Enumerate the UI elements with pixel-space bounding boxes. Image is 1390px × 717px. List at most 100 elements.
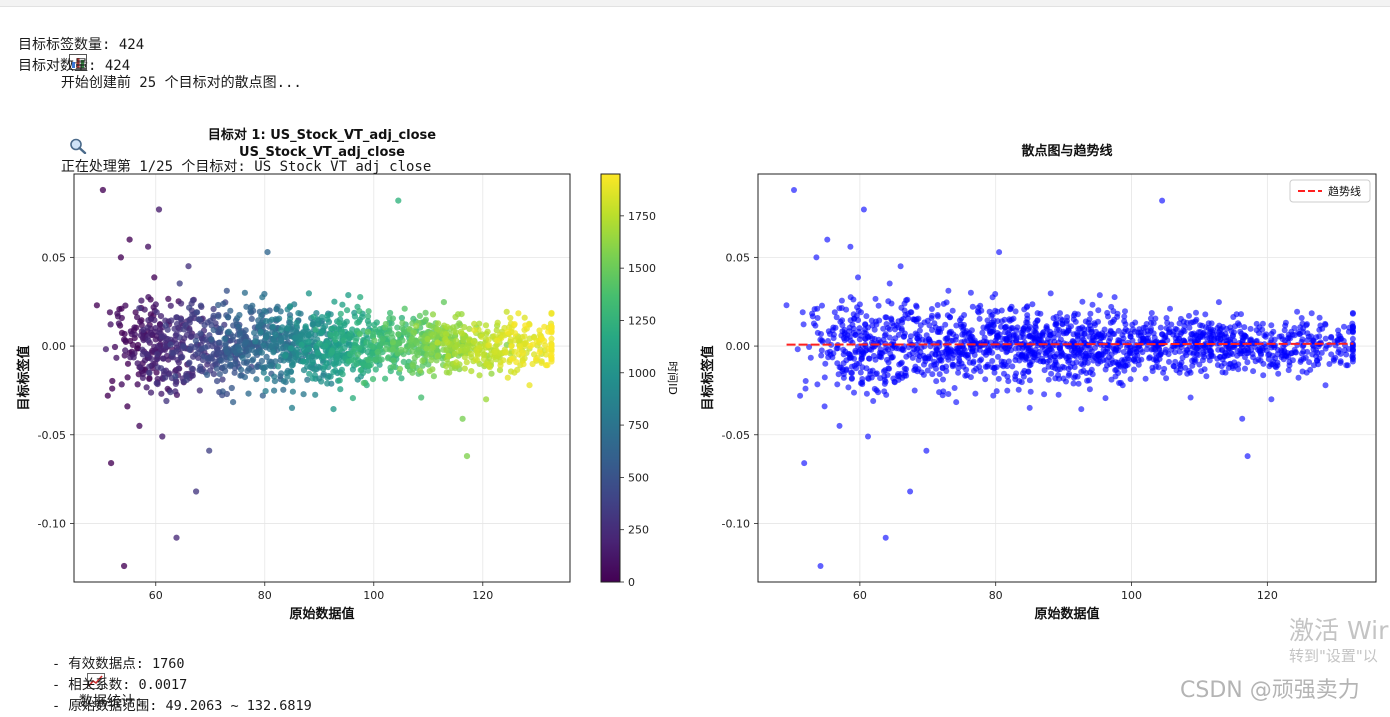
right-data-point [929, 371, 936, 378]
magnifier-icon [35, 118, 86, 155]
right-data-point [841, 326, 848, 333]
right-data-point [916, 353, 923, 360]
left-data-point [104, 392, 111, 399]
right-data-point [960, 324, 967, 330]
right-data-point [1293, 349, 1300, 356]
left-data-point [263, 318, 270, 325]
left-data-point [461, 324, 468, 331]
right-data-point [1231, 329, 1237, 336]
right-data-point [1122, 321, 1129, 328]
right-data-point [1274, 359, 1281, 366]
right-data-point [814, 315, 821, 321]
left-data-point [434, 339, 441, 346]
right-data-point [1108, 376, 1115, 383]
right-data-point [897, 263, 904, 270]
right-data-point [818, 352, 825, 359]
left-data-point [258, 357, 265, 365]
left-y-tick-label: -0.05 [38, 429, 66, 442]
left-data-point [360, 379, 367, 387]
right-data-point [988, 312, 995, 319]
right-data-point [1304, 330, 1311, 337]
left-data-point [476, 320, 483, 327]
right-data-point [858, 351, 865, 358]
colorbar-tick-label: 500 [628, 471, 649, 484]
right-data-point [898, 359, 905, 366]
right-data-point [868, 374, 875, 381]
right-data-point [901, 365, 908, 372]
right-data-point [992, 307, 999, 314]
right-data-point [858, 380, 864, 387]
left-data-point [141, 306, 148, 313]
right-data-point [1249, 351, 1256, 357]
left-data-point [208, 336, 215, 343]
right-data-point [1019, 330, 1026, 337]
left-data-point [134, 345, 141, 352]
left-data-point [413, 323, 420, 330]
left-data-point [231, 369, 238, 376]
left-data-point [389, 346, 396, 353]
left-data-point [249, 302, 256, 309]
left-data-point [109, 377, 116, 385]
left-data-point [364, 313, 372, 320]
right-data-point [1230, 314, 1237, 320]
stats-range: - 原始数据范围: 49.2063 ~ 132.6819 [52, 698, 312, 714]
left-data-point [129, 341, 136, 348]
left-data-point [157, 313, 165, 320]
right-data-point [847, 294, 854, 301]
left-data-point [309, 359, 316, 366]
left-data-point [111, 343, 119, 351]
right-data-point [822, 360, 829, 367]
right-data-point [1004, 387, 1011, 394]
right-data-point [936, 371, 943, 378]
right-data-point [1059, 363, 1066, 370]
stats-header-text: 数据统计: [78, 694, 144, 710]
left-data-point [258, 349, 265, 356]
right-data-point [1107, 319, 1114, 326]
right-data-point [948, 328, 954, 335]
left-data-point [126, 236, 133, 243]
right-data-point [840, 374, 847, 381]
right-data-point [1157, 324, 1164, 331]
right-data-point [1159, 197, 1166, 204]
left-data-point [178, 316, 185, 323]
left-data-point [163, 397, 170, 405]
left-data-point [148, 355, 155, 362]
right-data-point [1176, 320, 1183, 327]
left-data-point [124, 360, 132, 367]
left-chart-title: 目标对 1: US_Stock_VT_adj_close [208, 127, 436, 143]
right-data-point [1244, 359, 1251, 366]
left-data-point [152, 325, 159, 332]
right-data-point [1153, 357, 1160, 364]
left-data-point [445, 352, 452, 360]
right-data-point [848, 375, 855, 382]
right-data-point [970, 358, 977, 365]
left-data-point [304, 376, 311, 383]
left-data-point [522, 322, 529, 329]
right-data-point [1152, 363, 1159, 370]
left-data-point [292, 334, 299, 341]
right-data-point [1001, 316, 1008, 323]
left-data-point [321, 353, 328, 360]
left-data-point [521, 314, 528, 321]
left-data-point [507, 314, 514, 322]
left-data-point [428, 349, 435, 356]
left-data-point [508, 343, 515, 350]
right-data-point [1179, 354, 1186, 361]
left-data-point [270, 337, 277, 344]
left-data-point [411, 354, 418, 361]
left-data-point [429, 331, 436, 339]
left-data-point [401, 305, 408, 312]
right-data-point [989, 358, 996, 364]
right-data-point [1318, 349, 1325, 356]
left-data-point [369, 376, 377, 383]
right-data-point [1124, 361, 1131, 368]
left-data-point [314, 349, 321, 356]
right-data-point [1074, 331, 1081, 338]
left-data-point [221, 335, 228, 342]
left-data-point [185, 263, 192, 270]
right-data-point [1068, 323, 1074, 330]
left-data-point [337, 310, 344, 317]
left-data-point [538, 359, 545, 366]
left-data-point [331, 298, 338, 305]
left-data-point [312, 391, 319, 398]
